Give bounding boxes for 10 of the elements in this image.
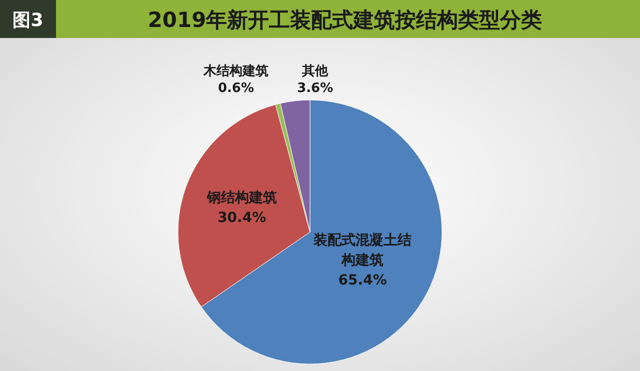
slice-label: 装配式混凝土结构建筑 (312, 232, 412, 269)
caption: 图3 (12, 10, 44, 31)
data-label: 30.4% (218, 210, 266, 226)
slice-label: 其他 (301, 64, 330, 79)
slice-label: 钢结构建筑 (206, 190, 277, 206)
data-label: 65.4% (338, 272, 387, 289)
chart-title: 2019年新开工装配式建筑按结构类型分类 (148, 8, 542, 32)
data-label: 0.6% (218, 81, 254, 96)
data-label: 3.6% (297, 81, 334, 96)
slice-label: 木结构建筑 (202, 64, 268, 79)
